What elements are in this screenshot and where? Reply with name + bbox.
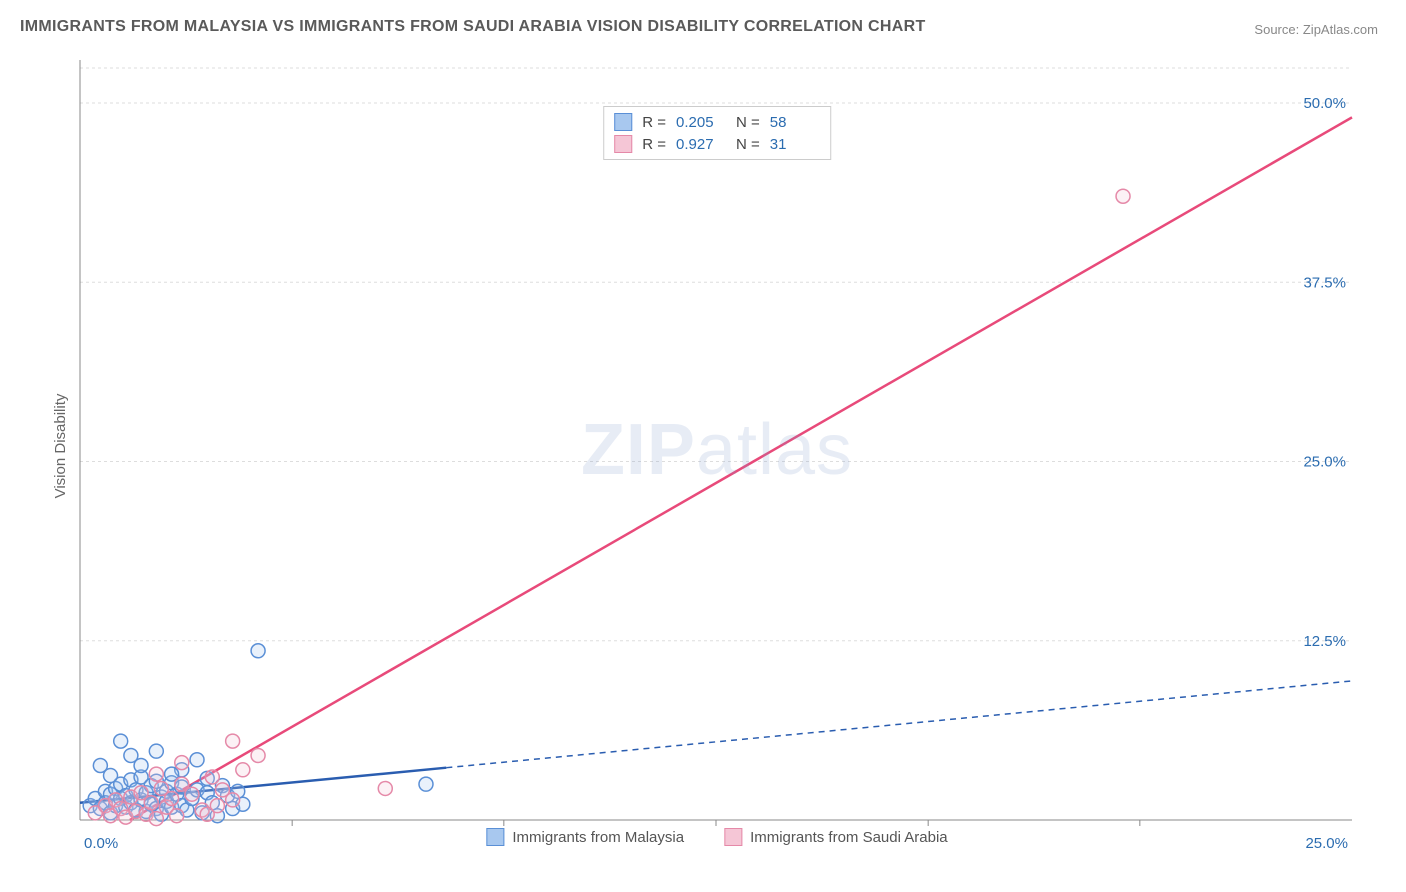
legend-item-malaysia: Immigrants from Malaysia — [486, 828, 684, 846]
legend-swatch-saudi — [614, 135, 632, 153]
svg-text:0.0%: 0.0% — [84, 835, 118, 850]
svg-text:50.0%: 50.0% — [1303, 95, 1346, 112]
chart-title: IMMIGRANTS FROM MALAYSIA VS IMMIGRANTS F… — [20, 18, 926, 36]
r-label: R = — [642, 114, 666, 131]
legend-row-saudi: R = 0.927 N = 31 — [614, 133, 820, 155]
legend-item-saudi: Immigrants from Saudi Arabia — [724, 828, 948, 846]
svg-text:25.0%: 25.0% — [1305, 835, 1348, 850]
source-label: Source: — [1254, 22, 1299, 37]
r-value-malaysia: 0.205 — [676, 114, 726, 131]
source-attribution: Source: ZipAtlas.com — [1254, 22, 1378, 37]
chart-svg: 12.5% 25.0% 37.5% 50.0% 0.0% 25.0% — [52, 50, 1382, 850]
legend-row-malaysia: R = 0.205 N = 58 — [614, 111, 820, 133]
legend-swatch-malaysia-b — [486, 828, 504, 846]
legend-swatch-malaysia — [614, 113, 632, 131]
n-label: N = — [736, 136, 760, 153]
n-value-malaysia: 58 — [770, 114, 820, 131]
legend-swatch-saudi-b — [724, 828, 742, 846]
svg-text:37.5%: 37.5% — [1303, 274, 1346, 291]
correlation-legend: R = 0.205 N = 58 R = 0.927 N = 31 — [603, 106, 831, 160]
r-label: R = — [642, 136, 666, 153]
r-value-saudi: 0.927 — [676, 136, 726, 153]
n-value-saudi: 31 — [770, 136, 820, 153]
chart-area: 12.5%25.0%37.5%50.0%0.0%25.0% ZIPatlas R… — [52, 50, 1382, 850]
series-legend: Immigrants from Malaysia Immigrants from… — [486, 828, 947, 846]
source-link[interactable]: ZipAtlas.com — [1303, 22, 1378, 37]
legend-label-saudi: Immigrants from Saudi Arabia — [750, 829, 948, 846]
svg-text:12.5%: 12.5% — [1303, 633, 1346, 650]
legend-label-malaysia: Immigrants from Malaysia — [512, 829, 684, 846]
n-label: N = — [736, 114, 760, 131]
svg-text:25.0%: 25.0% — [1303, 454, 1346, 471]
